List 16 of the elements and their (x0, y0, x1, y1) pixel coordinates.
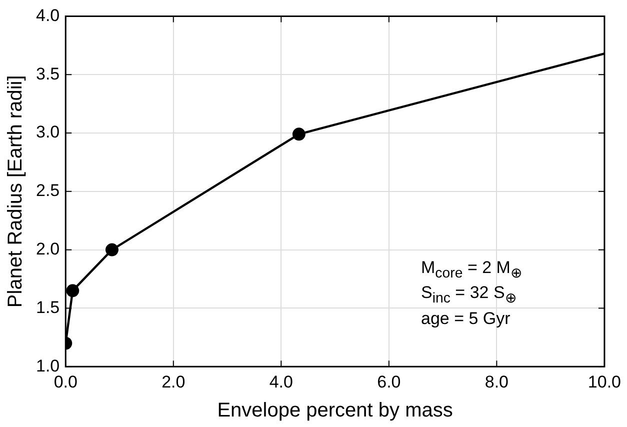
y-tick-label: 1.5 (36, 298, 60, 317)
y-tick-label: 2.0 (36, 239, 60, 258)
y-tick-label: 2.5 (36, 181, 60, 200)
y-axis-title: Planet Radius [Earth radii] (4, 75, 27, 308)
x-tick-label: 8.0 (484, 372, 509, 392)
y-tick-label: 3.5 (36, 64, 60, 84)
annotation: M$_{core}$ = 2 M$_{⊕}$ (421, 258, 522, 284)
x-tick-label: 4.0 (269, 372, 293, 392)
y-tick-label: 3.0 (36, 122, 60, 142)
x-axis-title: Envelope percent by mass (217, 400, 453, 422)
y-tick-label: 4.0 (36, 6, 60, 25)
annotation: S$_{inc}$ = 32 S$_{⊕}$ (421, 283, 518, 309)
x-tick-label: 6.0 (377, 372, 401, 392)
x-tick-label: 10.0 (588, 372, 622, 392)
x-tick-label: 2.0 (162, 372, 186, 392)
annotation: age = 5 Gyr (421, 308, 512, 329)
